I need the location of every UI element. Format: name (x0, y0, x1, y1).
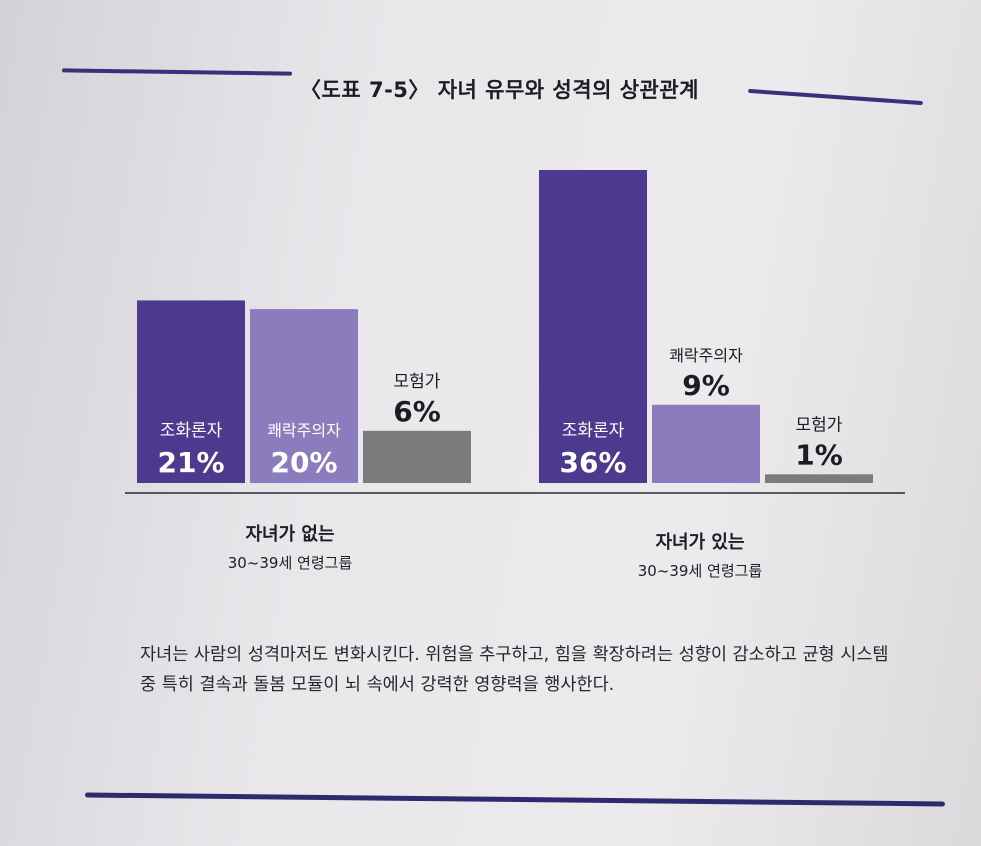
bar-value-label: 36% (559, 446, 626, 479)
bars-layer: 조화론자 21% 쾌락주의자 20% 모험가 6% 조화론자 36% 쾌락주의자 9% 모험가 1% (137, 170, 873, 483)
bar-no-children-0 (137, 300, 245, 483)
bar-value-label: 6% (393, 395, 441, 428)
bar-category-label: 쾌락주의자 (267, 421, 341, 440)
bar-with-children-2 (765, 474, 873, 483)
group-label-with-children: 자녀가 있는 30~39세 연령그룹 (570, 528, 830, 581)
bar-value-label: 9% (682, 369, 730, 402)
bar-with-children-0 (539, 170, 647, 483)
bar-category-label: 조화론자 (562, 421, 625, 441)
bar-category-label: 모험가 (394, 372, 441, 392)
bar-category-label: 모험가 (796, 415, 843, 435)
bar-category-label: 쾌락주의자 (669, 346, 743, 365)
group-label-line1: 자녀가 없는 (245, 524, 335, 545)
bar-value-label: 20% (270, 446, 337, 479)
bar-no-children-1 (250, 309, 358, 483)
bar-value-label: 21% (157, 446, 224, 479)
group-label-line2: 30~39세 연령그룹 (227, 554, 353, 572)
bar-category-label: 조화론자 (160, 421, 223, 441)
bar-with-children-1 (652, 404, 760, 483)
group-label-line2: 30~39세 연령그룹 (637, 562, 763, 580)
figure-caption: 자녀는 사람의 성격마저도 변화시킨다. 위험을 추구하고, 힘을 확장하려는 … (140, 645, 889, 695)
chart-title: 〈도표 7-5〉 자녀 유무와 성격의 상관관계 (300, 78, 699, 102)
bar-no-children-2 (363, 430, 471, 483)
group-label-no-children: 자녀가 없는 30~39세 연령그룹 (170, 520, 410, 573)
bar-value-label: 1% (795, 438, 843, 471)
group-label-line1: 자녀가 있는 (655, 532, 745, 553)
